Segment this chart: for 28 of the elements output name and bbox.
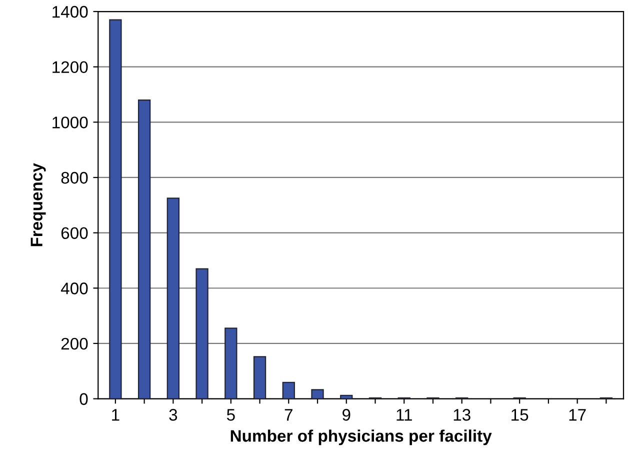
bar <box>166 198 180 399</box>
x-axis-title: Number of physicians per facility <box>230 430 492 446</box>
bar <box>224 328 238 399</box>
y-tick-label: 1200 <box>52 61 88 74</box>
bar <box>196 268 208 399</box>
x-tick-label: 7 <box>284 409 292 421</box>
bar <box>311 389 324 399</box>
bar <box>340 394 353 399</box>
y-tick-label: 200 <box>61 338 88 350</box>
y-tick-label: 1400 <box>52 6 88 18</box>
x-tick-label: 15 <box>512 409 528 421</box>
y-tick-label: 600 <box>61 227 88 240</box>
y-tick-label: 400 <box>60 282 88 294</box>
x-tick-label: 5 <box>226 409 235 421</box>
bar <box>109 19 122 399</box>
bar <box>253 356 266 399</box>
x-tick-label: 11 <box>396 409 412 421</box>
bar <box>282 382 295 399</box>
y-tick-label: 800 <box>61 172 88 184</box>
x-tick-label: 17 <box>569 409 586 421</box>
y-axis-title: Frequency <box>30 163 46 246</box>
bar <box>138 99 151 399</box>
y-tick-label: 1000 <box>52 116 88 128</box>
x-tick-label: 1 <box>112 409 120 421</box>
x-tick-label: 13 <box>454 408 470 421</box>
x-tick-label: 9 <box>342 408 350 421</box>
x-tick-label: 3 <box>169 408 178 421</box>
y-tick-label: 0 <box>80 393 88 405</box>
